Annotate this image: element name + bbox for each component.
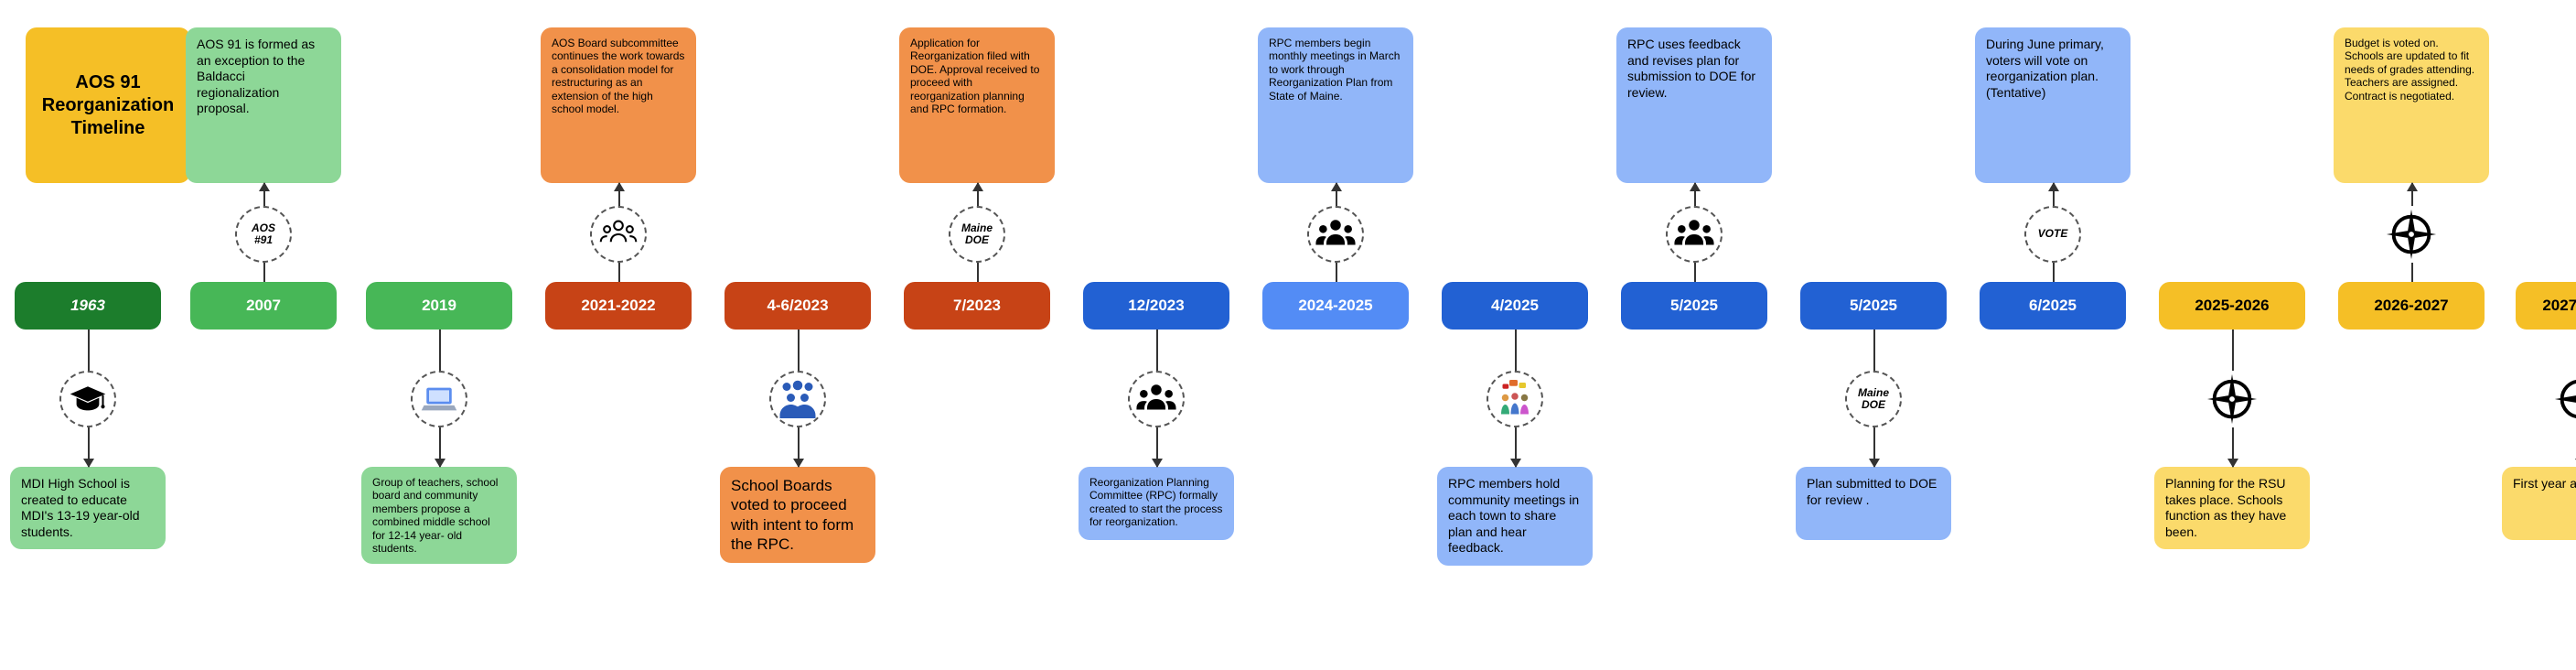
timeline-date: 4-6/2023 <box>724 282 871 330</box>
timeline-desc-below: First year as an RSU <box>2502 467 2576 540</box>
timeline-date: 6/2025 <box>1980 282 2126 330</box>
crowd-icon <box>769 371 826 427</box>
timeline-date: 2021-2022 <box>545 282 692 330</box>
compass-icon <box>2383 206 2440 263</box>
timeline-date: 2027-2028 <box>2516 282 2576 330</box>
group-solid-icon <box>1128 371 1185 427</box>
timeline-date: 2026-2027 <box>2338 282 2485 330</box>
timeline-desc-below: RPC members hold community meetings in e… <box>1437 467 1593 566</box>
text-icon: VOTE <box>2024 206 2081 263</box>
text-icon: Maine DOE <box>949 206 1005 263</box>
group-solid-icon <box>1666 206 1723 263</box>
timeline-date: 2007 <box>190 282 337 330</box>
timeline-desc-above: AOS Board subcommittee continues the wor… <box>541 27 696 183</box>
timeline-date: 4/2025 <box>1442 282 1588 330</box>
group-outline-icon <box>590 206 647 263</box>
text-icon: AOS #91 <box>235 206 292 263</box>
timeline-date: 1963 <box>15 282 161 330</box>
timeline-date: 2024-2025 <box>1262 282 1409 330</box>
timeline-date: 5/2025 <box>1621 282 1767 330</box>
timeline-date: 2025-2026 <box>2159 282 2305 330</box>
timeline-desc-above: Application for Reorganization filed wit… <box>899 27 1055 183</box>
timeline-date: 2019 <box>366 282 512 330</box>
timeline-desc-below: Reorganization Planning Committee (RPC) … <box>1079 467 1234 540</box>
grad-icon <box>59 371 116 427</box>
timeline-date: 7/2023 <box>904 282 1050 330</box>
timeline-date: 5/2025 <box>1800 282 1947 330</box>
group-solid-icon <box>1307 206 1364 263</box>
timeline-desc-below: Group of teachers, school board and comm… <box>361 467 517 564</box>
timeline-desc-below: School Boards voted to proceed with inte… <box>720 467 875 563</box>
timeline-date: 12/2023 <box>1083 282 1229 330</box>
timeline-desc-below: MDI High School is created to educate MD… <box>10 467 166 549</box>
people-talk-icon <box>1487 371 1543 427</box>
timeline-desc-below: Planning for the RSU takes place. School… <box>2154 467 2310 549</box>
title-box: AOS 91 Reorganization Timeline <box>26 27 190 183</box>
timeline-desc-below: Plan submitted to DOE for review . <box>1796 467 1951 540</box>
timeline-desc-above: Budget is voted on. Schools are updated … <box>2334 27 2489 183</box>
timeline-desc-above: RPC members begin monthly meetings in Ma… <box>1258 27 1413 183</box>
timeline-desc-above: AOS 91 is formed as an exception to the … <box>186 27 341 183</box>
compass-icon <box>2204 371 2260 427</box>
timeline-desc-above: During June primary, voters will vote on… <box>1975 27 2131 183</box>
text-icon: Maine DOE <box>1845 371 1902 427</box>
timeline-desc-above: RPC uses feedback and revises plan for s… <box>1616 27 1772 183</box>
laptop-icon <box>411 371 467 427</box>
compass-icon <box>2551 371 2576 427</box>
